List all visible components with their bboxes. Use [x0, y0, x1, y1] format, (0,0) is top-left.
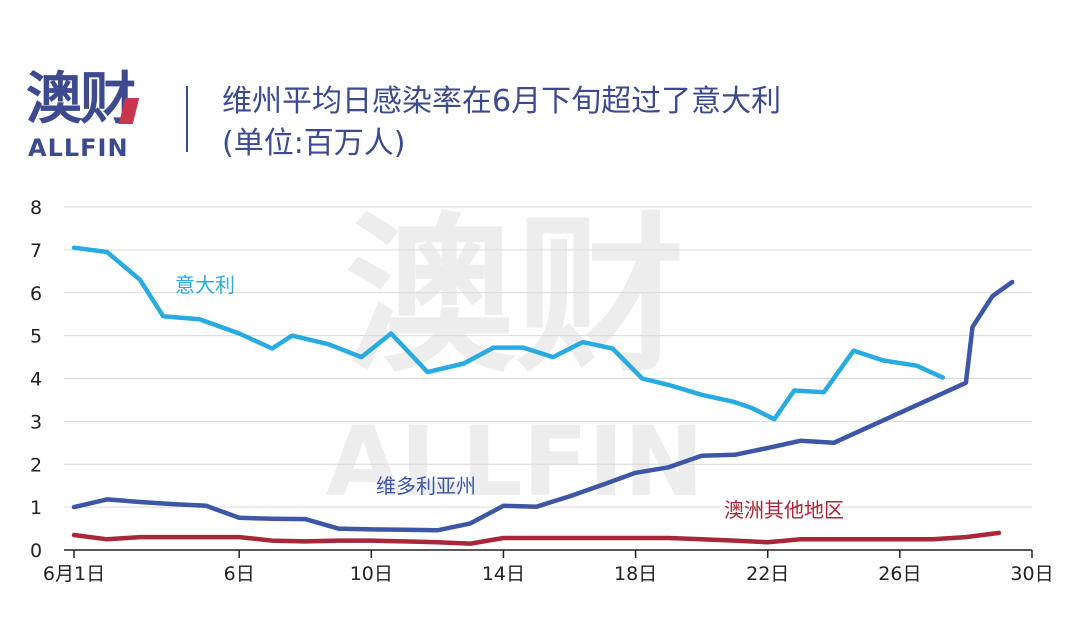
logo-english: ALLFIN	[28, 134, 129, 162]
x-tick-label-30: 30日	[1010, 563, 1053, 585]
logo-chinese: 澳财	[26, 67, 136, 132]
x-tick-label-10: 10日	[350, 563, 393, 585]
y-tick-8: 8	[30, 197, 42, 219]
y-tick-6: 6	[30, 283, 42, 305]
series-line-2	[71, 530, 1002, 546]
x-tick-label-18: 18日	[614, 563, 657, 585]
brand-logo: 澳财 ALLFIN	[26, 68, 158, 164]
x-tick-label-6: 6日	[224, 563, 255, 585]
y-tick-3: 3	[30, 411, 42, 433]
y-tick-4: 4	[30, 369, 42, 391]
chart-title: 维州平均日感染率在6月下旬超过了意大利	[222, 84, 782, 119]
watermark: 澳财 ALLFIN	[326, 198, 704, 518]
header: 澳财 ALLFIN 维州平均日感染率在6月下旬超过了意大利 (单位:百万人)	[0, 0, 1067, 180]
x-tick-label-14: 14日	[482, 563, 525, 585]
watermark-en: ALLFIN	[326, 406, 704, 518]
x-axis-ticks: 6月1日 6日 10日 14日 18日 22日 26日 30日	[43, 550, 1054, 585]
series-label-1: 维多利亚州	[376, 474, 476, 498]
series-label-0: 意大利	[175, 273, 235, 297]
series-line-0	[71, 245, 946, 422]
watermark-cn: 澳财	[345, 198, 685, 396]
x-tick-label-22: 22日	[746, 563, 789, 585]
y-tick-1: 1	[30, 497, 42, 519]
y-tick-7: 7	[30, 240, 42, 262]
gridlines	[64, 206, 1032, 508]
series-line-1	[71, 279, 1015, 533]
y-tick-5: 5	[30, 326, 42, 348]
series-lines	[71, 245, 1015, 546]
header-divider	[186, 86, 188, 152]
chart-unit-subtitle: (单位:百万人)	[222, 126, 406, 161]
series-label-2: 澳洲其他地区	[724, 498, 844, 522]
y-axis-ticks: 0 1 2 3 4 5 6 7 8	[30, 197, 42, 562]
y-tick-2: 2	[30, 454, 42, 476]
x-tick-label-1: 6月1日	[43, 563, 105, 585]
y-tick-0: 0	[30, 540, 42, 562]
x-tick-label-26: 26日	[878, 563, 921, 585]
